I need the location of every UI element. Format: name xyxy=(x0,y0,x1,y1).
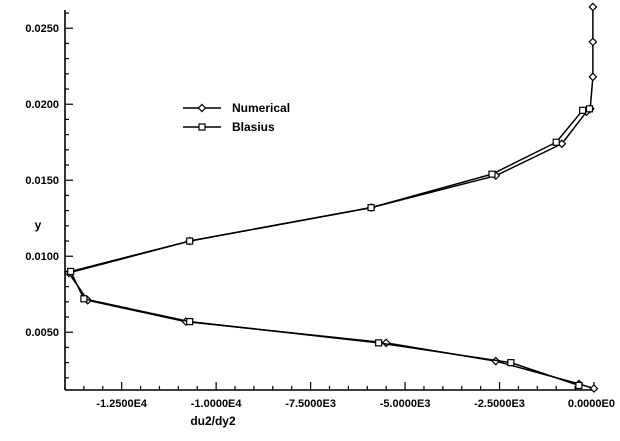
data-point-square xyxy=(67,267,75,276)
x-tick-label: -1.2500E4 xyxy=(96,398,148,410)
data-point-square xyxy=(579,106,587,114)
y-axis-title: y xyxy=(35,218,42,232)
data-point-square xyxy=(375,339,383,347)
data-point-diamond xyxy=(589,384,599,393)
series-blasius xyxy=(67,105,594,390)
x-axis-title: du2/dy2 xyxy=(190,414,236,428)
series-line-numerical xyxy=(68,6,595,390)
legend-label-numerical: Numerical xyxy=(232,101,290,115)
data-point-square xyxy=(585,105,594,113)
y-tick-label: 0.0250 xyxy=(25,23,59,35)
data-point-square xyxy=(575,381,583,390)
y-tick-label: 0.0050 xyxy=(25,327,59,339)
data-point-square xyxy=(80,295,88,303)
series-numerical xyxy=(64,2,599,393)
series-line-blasius xyxy=(69,108,590,387)
y-tick-label: 0.0150 xyxy=(25,175,59,187)
y-tick-label: 0.0100 xyxy=(25,251,59,263)
data-point-square xyxy=(367,204,375,212)
x-tick-label: -7.5000E3 xyxy=(285,398,336,410)
data-point-square xyxy=(186,237,194,245)
data-point-diamond xyxy=(588,37,598,47)
data-point-diamond xyxy=(588,72,598,82)
y-tick-label: 0.0200 xyxy=(25,99,59,111)
legend-marker-square xyxy=(198,123,206,131)
data-point-square xyxy=(488,170,496,178)
series-layer xyxy=(64,2,599,393)
legend: Numerical Blasius xyxy=(183,101,290,134)
axes xyxy=(64,10,594,391)
data-point-square xyxy=(507,359,515,367)
x-tick-label: -2.5000E3 xyxy=(474,398,525,410)
ticks: 0.0050 0.0100 0.0150 0.0200 0.0250 -1.2500E4 -… xyxy=(25,12,615,410)
legend-marker-diamond xyxy=(197,103,207,113)
data-point-square xyxy=(186,318,194,326)
x-tick-label: -1.0000E4 xyxy=(191,398,243,410)
x-tick-label: -5.0000E3 xyxy=(380,398,431,410)
x-tick-label: 0.0000E0 xyxy=(568,398,615,410)
data-point-square xyxy=(552,138,560,146)
data-point-diamond xyxy=(588,2,598,12)
legend-label-blasius: Blasius xyxy=(232,120,275,134)
